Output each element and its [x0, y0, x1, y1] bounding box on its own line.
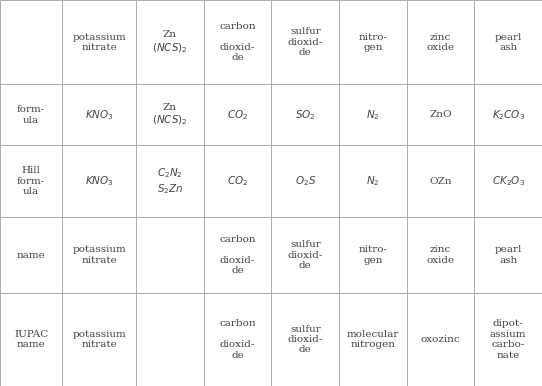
Text: nitro-
gen: nitro- gen — [358, 245, 388, 265]
Text: pearl
ash: pearl ash — [494, 32, 522, 52]
Text: ZnO: ZnO — [429, 110, 452, 119]
Text: carbon

dioxid-
de: carbon dioxid- de — [220, 235, 256, 275]
Text: $CO_2$: $CO_2$ — [227, 108, 248, 122]
Text: $K_2CO_3$: $K_2CO_3$ — [492, 108, 525, 122]
Text: sulfur
dioxid-
de: sulfur dioxid- de — [288, 325, 323, 354]
Text: Zn
$(NCS)_2$: Zn $(NCS)_2$ — [152, 30, 188, 54]
Text: Hill
form-
ula: Hill form- ula — [17, 166, 46, 196]
Text: form-
ula: form- ula — [17, 105, 46, 125]
Text: molecular
nitrogen: molecular nitrogen — [347, 330, 399, 349]
Text: $KNO_3$: $KNO_3$ — [85, 174, 114, 188]
Text: OZn: OZn — [429, 177, 452, 186]
Text: oxozinc: oxozinc — [421, 335, 460, 344]
Text: $CO_2$: $CO_2$ — [227, 174, 248, 188]
Text: nitro-
gen: nitro- gen — [358, 32, 388, 52]
Text: $N_2$: $N_2$ — [366, 108, 380, 122]
Text: potassium
nitrate: potassium nitrate — [73, 330, 126, 349]
Text: $SO_2$: $SO_2$ — [295, 108, 315, 122]
Text: $O_2S$: $O_2S$ — [295, 174, 316, 188]
Text: zinc
oxide: zinc oxide — [427, 245, 455, 265]
Text: name: name — [17, 251, 46, 259]
Text: $N_2$: $N_2$ — [366, 174, 380, 188]
Text: Zn
$(NCS)_2$: Zn $(NCS)_2$ — [152, 103, 188, 127]
Text: $CK_2O_3$: $CK_2O_3$ — [492, 174, 525, 188]
Text: sulfur
dioxid-
de: sulfur dioxid- de — [288, 27, 323, 57]
Text: dipot-
assium
carbo-
nate: dipot- assium carbo- nate — [490, 320, 526, 360]
Text: potassium
nitrate: potassium nitrate — [73, 32, 126, 52]
Text: carbon

dioxid-
de: carbon dioxid- de — [220, 22, 256, 62]
Text: $KNO_3$: $KNO_3$ — [85, 108, 114, 122]
Text: zinc
oxide: zinc oxide — [427, 32, 455, 52]
Text: carbon

dioxid-
de: carbon dioxid- de — [220, 320, 256, 360]
Text: $C_2N_2$
$S_2Zn$: $C_2N_2$ $S_2Zn$ — [157, 166, 183, 196]
Text: sulfur
dioxid-
de: sulfur dioxid- de — [288, 240, 323, 270]
Text: potassium
nitrate: potassium nitrate — [73, 245, 126, 265]
Text: IUPAC
name: IUPAC name — [14, 330, 48, 349]
Text: pearl
ash: pearl ash — [494, 245, 522, 265]
